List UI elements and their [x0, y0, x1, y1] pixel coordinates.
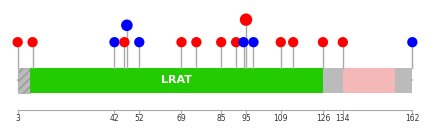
Point: [409, 41, 416, 43]
Text: 109: 109: [273, 114, 288, 123]
Point: [233, 41, 240, 43]
Text: 69: 69: [177, 114, 186, 123]
Point: [29, 41, 36, 43]
Point: [339, 41, 346, 43]
Text: 134: 134: [335, 114, 350, 123]
Text: 52: 52: [135, 114, 144, 123]
Point: [250, 41, 257, 43]
Point: [14, 41, 21, 43]
Point: [193, 41, 200, 43]
Text: 42: 42: [110, 114, 119, 123]
Point: [218, 41, 224, 43]
Text: 126: 126: [316, 114, 330, 123]
Point: [290, 41, 297, 43]
Bar: [343, 68, 395, 93]
Text: LRAT: LRAT: [161, 75, 192, 85]
Point: [121, 41, 128, 43]
Bar: [18, 68, 30, 93]
Point: [240, 41, 247, 43]
Point: [277, 41, 284, 43]
Point: [178, 41, 185, 43]
Point: [243, 19, 249, 21]
Point: [136, 41, 143, 43]
Point: [111, 41, 118, 43]
Text: 85: 85: [216, 114, 226, 123]
Point: [319, 41, 326, 43]
Text: 3: 3: [15, 114, 20, 123]
Bar: [395, 68, 412, 93]
Bar: [323, 68, 343, 93]
Text: 95: 95: [241, 114, 251, 123]
Point: [123, 24, 130, 26]
Text: 162: 162: [405, 114, 420, 123]
Bar: [30, 68, 323, 93]
